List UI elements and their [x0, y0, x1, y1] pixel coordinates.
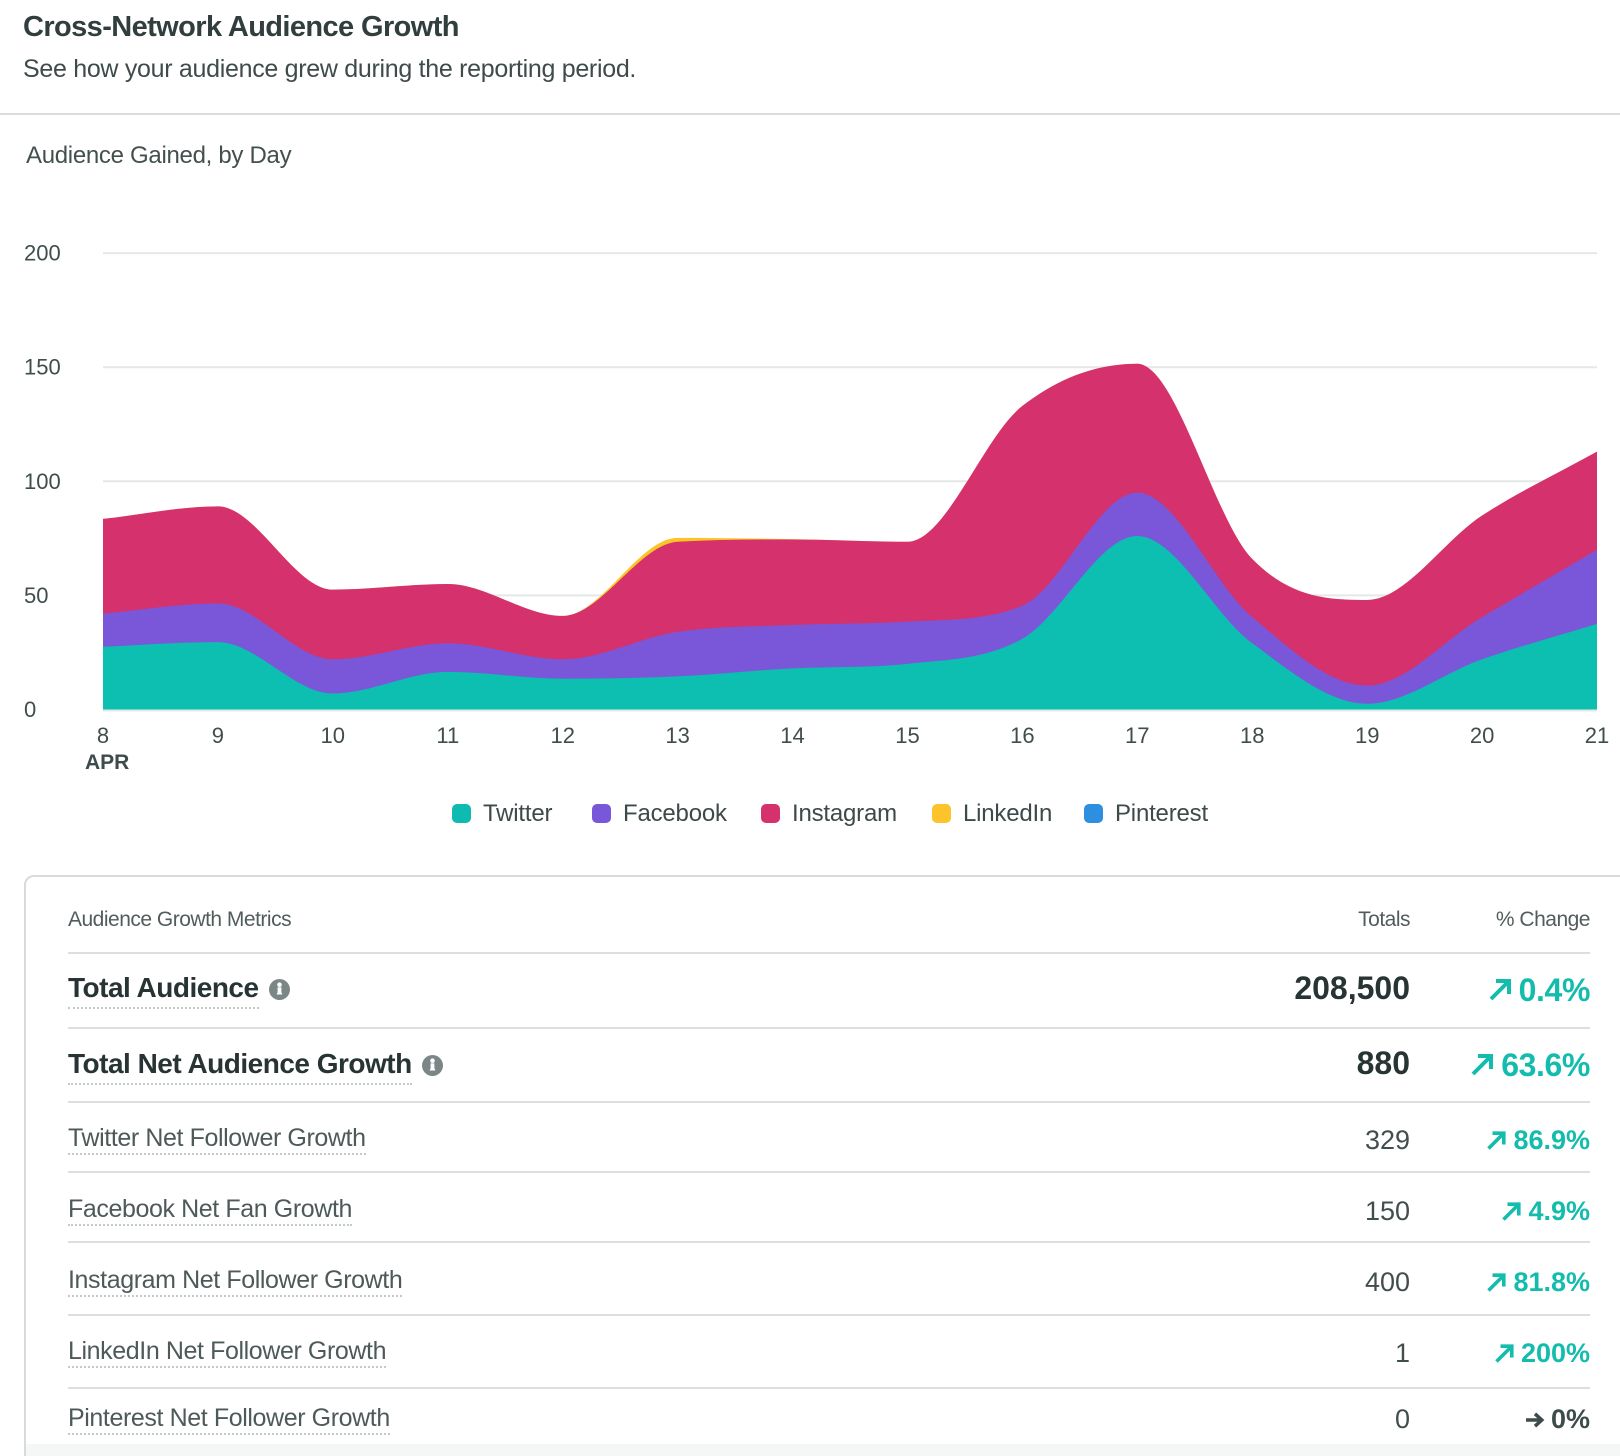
svg-text:0: 0	[24, 697, 36, 722]
svg-text:12: 12	[550, 723, 574, 748]
svg-text:8: 8	[97, 723, 109, 748]
svg-text:15: 15	[895, 723, 919, 748]
svg-text:150: 150	[24, 355, 61, 380]
svg-text:10: 10	[321, 723, 345, 748]
svg-text:11: 11	[436, 723, 459, 748]
svg-text:100: 100	[24, 469, 61, 494]
svg-text:9: 9	[212, 723, 224, 748]
svg-text:16: 16	[1010, 723, 1034, 748]
svg-text:13: 13	[665, 723, 689, 748]
svg-text:200: 200	[24, 241, 61, 266]
svg-text:APR: APR	[85, 751, 129, 774]
svg-text:50: 50	[24, 583, 48, 608]
svg-text:18: 18	[1240, 723, 1264, 748]
svg-text:17: 17	[1125, 723, 1149, 748]
svg-text:19: 19	[1355, 723, 1379, 748]
svg-text:14: 14	[780, 723, 804, 748]
svg-text:21: 21	[1585, 723, 1609, 748]
svg-text:20: 20	[1470, 723, 1494, 748]
